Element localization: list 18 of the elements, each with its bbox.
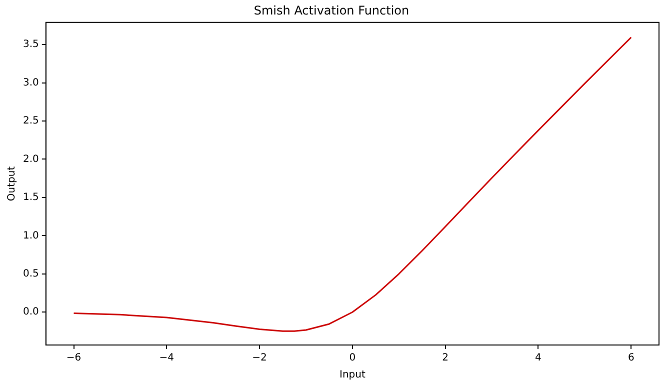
y-tick-label: 0.5 — [22, 268, 39, 280]
x-axis-title: Input — [340, 370, 366, 381]
y-tick-label: 2.0 — [22, 154, 39, 165]
x-tick-label: −4 — [159, 352, 174, 364]
y-tick-label: 1.0 — [22, 230, 39, 242]
y-tick-label: 1.5 — [22, 192, 39, 204]
x-tick-label: 0 — [349, 352, 356, 364]
x-tick-label: −2 — [252, 352, 267, 364]
x-tick-label: 6 — [628, 352, 634, 364]
x-tick-label: 4 — [535, 352, 542, 364]
chart-title: Smish Activation Function — [254, 3, 410, 18]
y-tick-label: 2.5 — [22, 116, 39, 127]
y-tick-label: 3.0 — [22, 77, 39, 88]
y-tick-label: 3.5 — [22, 39, 39, 50]
x-tick-label: −6 — [66, 352, 82, 364]
x-tick-label: 2 — [442, 352, 449, 364]
y-axis-title: Output — [6, 166, 18, 202]
y-tick-label: 0.0 — [22, 306, 39, 318]
